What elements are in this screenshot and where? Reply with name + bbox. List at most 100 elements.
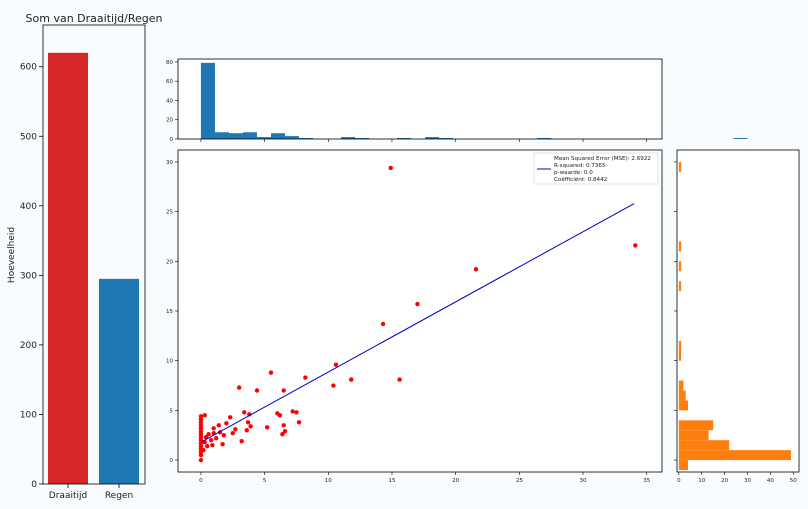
scatter-point (254, 388, 260, 393)
bar-chart-category-label: Regen (105, 491, 133, 501)
right-histogram-bar (678, 261, 682, 272)
top-histogram-bars (200, 62, 748, 139)
top-histogram-bar (733, 138, 748, 139)
scatter-xtick-label: 0 (199, 478, 203, 484)
scatter-point (198, 414, 204, 419)
right-histogram-bar (678, 161, 682, 172)
right-histogram-x-axis: 0 10 20 30 40 50 (674, 161, 797, 484)
scatter-xtick-label: 20 (452, 478, 459, 484)
scatter-point (216, 423, 221, 428)
right-histogram-xtick-label: 50 (790, 478, 797, 484)
scatter-ytick-label: 10 (166, 359, 173, 365)
top-histogram-bar (355, 138, 370, 139)
scatter-point (349, 377, 354, 382)
scatter-point (224, 421, 229, 426)
bar-chart-ytick-label: 200 (20, 341, 37, 351)
right-histogram-bar (678, 420, 714, 431)
scatter-point (633, 243, 638, 248)
top-histogram-bar (228, 133, 243, 139)
scatter-xtick-label: 5 (263, 478, 267, 484)
bar-chart-ytick-label: 600 (20, 63, 37, 73)
bar-chart-ytick-label: 100 (20, 410, 37, 420)
right-histogram-xtick-label: 40 (767, 478, 774, 484)
right-histogram-bar (678, 460, 688, 471)
bar-draaitijd (48, 52, 88, 485)
right-histogram-background (677, 150, 799, 472)
scatter-point (264, 425, 270, 430)
scatter-point (205, 443, 210, 449)
scatter-point (228, 415, 233, 420)
scatter-point (214, 436, 219, 441)
top-histogram-bar (425, 137, 440, 139)
top-histogram-bar (284, 136, 299, 139)
top-histogram-panel: 0 20 40 60 80 (166, 58, 748, 143)
scatter-point (198, 457, 204, 463)
scatter-point (206, 432, 211, 437)
scatter-axes: 0 5 10 15 20 25 30 35 0 5 10 15 20 25 30 (166, 160, 651, 484)
legend-line-p: p-waarde: 0.0 (554, 170, 593, 176)
scatter-background (178, 150, 662, 472)
right-histogram-bar (678, 380, 684, 391)
bar-chart-x-axis: Draaitijd Regen (49, 484, 133, 501)
right-histogram-bar (678, 350, 682, 361)
right-histogram-bar (678, 440, 730, 451)
scatter-ytick-label: 25 (166, 210, 173, 216)
right-histogram-bar (678, 430, 709, 441)
right-histogram-bars (678, 161, 791, 471)
scatter-point (296, 420, 302, 425)
scatter-point (208, 437, 214, 443)
scatter-point (233, 427, 238, 432)
scatter-ytick-label: 5 (170, 408, 174, 414)
scatter-panel: 0 5 10 15 20 25 30 35 0 5 10 15 20 25 30 Mean Squared … (166, 149, 663, 484)
scatter-point (236, 385, 242, 390)
bar-chart-ytick-label: 0 (31, 480, 37, 490)
scatter-point (280, 432, 285, 437)
scatter-xtick-label: 10 (325, 478, 332, 484)
top-histogram-bar (200, 62, 215, 139)
top-histogram-bar (397, 138, 412, 139)
scatter-point (248, 424, 253, 429)
top-histogram-ytick-label: 20 (166, 118, 173, 124)
scatter-point (282, 429, 288, 434)
bar-chart-ytick-label: 300 (20, 271, 37, 281)
right-histogram-panel: 0 10 20 30 40 50 (674, 149, 800, 484)
scatter-point (333, 362, 339, 367)
top-histogram-bar (439, 138, 454, 139)
top-histogram-frame (177, 58, 663, 140)
top-histogram-bar (537, 138, 552, 139)
bar-chart-bars (48, 52, 139, 485)
right-histogram-xtick-label: 20 (721, 478, 728, 484)
top-histogram-bar (299, 138, 314, 139)
top-histogram-bar (214, 132, 229, 139)
legend-box (533, 152, 659, 185)
scatter-ytick-label: 30 (166, 160, 173, 166)
top-histogram-bar (270, 133, 285, 139)
scatter-point (281, 423, 286, 428)
scatter-ytick-label: 20 (166, 259, 173, 265)
scatter-point (210, 442, 215, 448)
scatter-point (303, 375, 308, 380)
top-histogram-ytick-label: 0 (170, 137, 174, 143)
top-histogram-background (178, 59, 662, 139)
scatter-point (380, 321, 386, 327)
scatter-point (239, 438, 244, 444)
scatter-point (281, 388, 286, 393)
scatter-point (221, 433, 227, 438)
scatter-point (201, 447, 206, 453)
scatter-point (220, 441, 225, 447)
right-histogram-bar (678, 281, 682, 292)
scatter-ytick-label: 15 (166, 309, 173, 315)
scatter-point (211, 426, 216, 431)
regression-line (200, 203, 635, 443)
scatter-legend: Mean Squared Error (MSE): 2.6922 R-squar… (533, 152, 659, 185)
bar-chart-ytick-label: 400 (20, 202, 37, 212)
scatter-point (294, 410, 299, 415)
scatter-xtick-label: 30 (580, 478, 587, 484)
scatter-point (268, 370, 274, 375)
bar-chart-y-axis: 0 100 200 300 400 500 600 (20, 63, 43, 490)
scatter-frame (177, 149, 663, 473)
scatter-xtick-label: 35 (643, 478, 650, 484)
top-histogram-bar (242, 132, 257, 139)
bar-chart-category-label: Draaitijd (49, 491, 87, 501)
